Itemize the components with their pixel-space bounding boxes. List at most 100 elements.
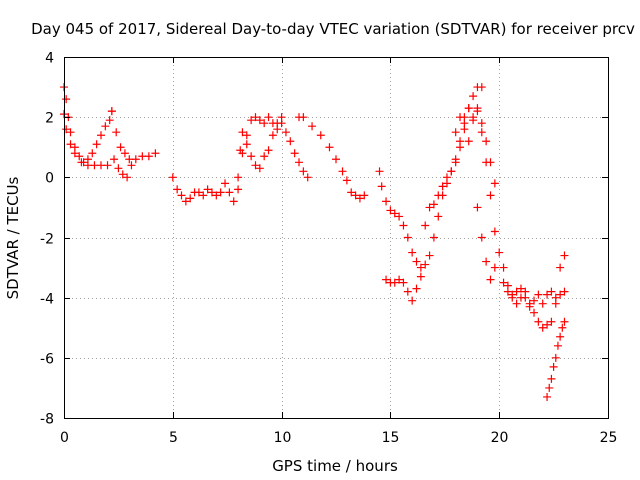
data-point-trace-i <box>421 260 430 269</box>
data-point-trace-c <box>112 128 121 137</box>
data-point-trace-m <box>543 392 552 401</box>
data-point-trace-e <box>238 149 247 158</box>
data-point-trace-j <box>486 191 495 200</box>
grid-lines <box>64 57 608 418</box>
data-point-trace-i <box>451 155 460 164</box>
y-tick-label: -4 <box>40 292 54 308</box>
data-point-trace-j <box>473 104 482 113</box>
data-point-trace-m <box>558 323 567 332</box>
data-point-trace-l <box>551 293 560 302</box>
data-point-trace-i <box>408 296 417 305</box>
data-point-trace-i <box>477 119 486 128</box>
data-point-trace-f <box>264 146 273 155</box>
data-point-trace-d <box>199 191 208 200</box>
data-point-trace-l <box>560 287 569 296</box>
data-point-trace-d <box>234 185 243 194</box>
data-point-trace-b <box>62 125 71 134</box>
data-point-trace-a <box>88 149 97 158</box>
data-point-trace-e <box>242 131 251 140</box>
data-point-trace-l <box>508 293 517 302</box>
data-point-trace-m <box>553 341 562 350</box>
data-point-trace-b <box>123 173 132 182</box>
axis-ticks: 0 5 10 15 20 25 -8 -6 -4 -2 0 2 4 <box>40 51 617 447</box>
data-point-trace-f <box>268 131 277 140</box>
data-point-trace-a <box>66 128 75 137</box>
data-point-trace-e <box>234 173 243 182</box>
data-point-trace-i <box>395 275 404 284</box>
data-point-trace-e <box>295 158 304 167</box>
data-point-trace-g <box>347 188 356 197</box>
data-point-trace-g <box>360 191 369 200</box>
data-point-trace-m <box>545 383 554 392</box>
data-point-trace-f <box>242 140 251 149</box>
data-point-trace-d <box>221 179 230 188</box>
data-point-trace-i <box>438 191 447 200</box>
data-point-trace-f <box>251 161 260 170</box>
data-point-trace-j <box>451 128 460 137</box>
data-point-trace-l <box>525 302 534 311</box>
data-point-trace-j <box>464 137 473 146</box>
data-point-trace-h <box>429 200 438 209</box>
data-point-trace-j <box>482 158 491 167</box>
data-point-trace-b <box>110 155 119 164</box>
data-point-trace-j <box>490 227 499 236</box>
data-point-trace-i <box>464 104 473 113</box>
data-point-trace-e <box>290 149 299 158</box>
data-point-trace-i <box>442 179 451 188</box>
data-point-trace-i <box>429 233 438 242</box>
x-tick-label: 10 <box>274 430 292 446</box>
data-point-trace-i <box>490 179 499 188</box>
data-point-trace-a <box>75 152 84 161</box>
data-point-trace-l <box>543 290 552 299</box>
data-point-trace-g <box>316 131 325 140</box>
data-point-trace-k <box>530 308 539 317</box>
data-point-trace-g <box>308 122 317 131</box>
data-point-trace-g <box>342 176 351 185</box>
data-point-trace-h <box>375 167 384 176</box>
data-point-trace-k <box>538 323 547 332</box>
data-point-trace-i <box>390 278 399 287</box>
data-point-trace-k <box>534 317 543 326</box>
y-tick-label: 4 <box>45 51 54 67</box>
data-point-trace-h <box>377 182 386 191</box>
data-point-trace-b <box>144 152 153 161</box>
data-point-trace-g <box>325 143 334 152</box>
data-point-trace-g <box>355 194 364 203</box>
data-point-trace-c <box>116 143 125 152</box>
x-tick-label: 20 <box>491 430 509 446</box>
data-point-trace-d <box>186 194 195 203</box>
data-point-trace-k <box>482 257 491 266</box>
data-point-trace-h <box>416 263 425 272</box>
data-point-trace-h <box>386 206 395 215</box>
data-point-trace-l <box>512 287 521 296</box>
data-point-trace-b <box>66 140 75 149</box>
data-point-trace-e <box>260 119 269 128</box>
x-axis-label: GPS time / hours <box>272 457 398 475</box>
data-point-trace-i <box>416 272 425 281</box>
data-point-trace-i <box>382 275 391 284</box>
data-point-trace-c <box>120 149 129 158</box>
data-point-trace-a <box>96 131 105 140</box>
data-point-trace-h <box>438 182 447 191</box>
data-point-trace-d <box>194 188 203 197</box>
data-point-trace-h <box>421 221 430 230</box>
data-point-trace-a <box>92 140 101 149</box>
data-point-trace-k <box>486 275 495 284</box>
data-point-trace-g <box>351 191 360 200</box>
data-point-trace-b <box>70 149 79 158</box>
data-point-trace-d <box>216 188 225 197</box>
data-point-trace-d <box>168 173 177 182</box>
chart-title: Day 045 of 2017, Sidereal Day-to-day VTE… <box>31 20 635 38</box>
data-point-trace-b <box>151 149 160 158</box>
data-points <box>60 83 569 401</box>
x-tick-label: 5 <box>169 430 178 446</box>
data-point-trace-f <box>255 164 264 173</box>
data-point-trace-h <box>477 83 486 92</box>
data-point-trace-g <box>299 113 308 122</box>
data-point-trace-m <box>549 362 558 371</box>
data-point-trace-f <box>247 152 256 161</box>
data-point-trace-i <box>434 212 443 221</box>
data-point-trace-d <box>212 191 221 200</box>
data-point-trace-e <box>303 173 312 182</box>
